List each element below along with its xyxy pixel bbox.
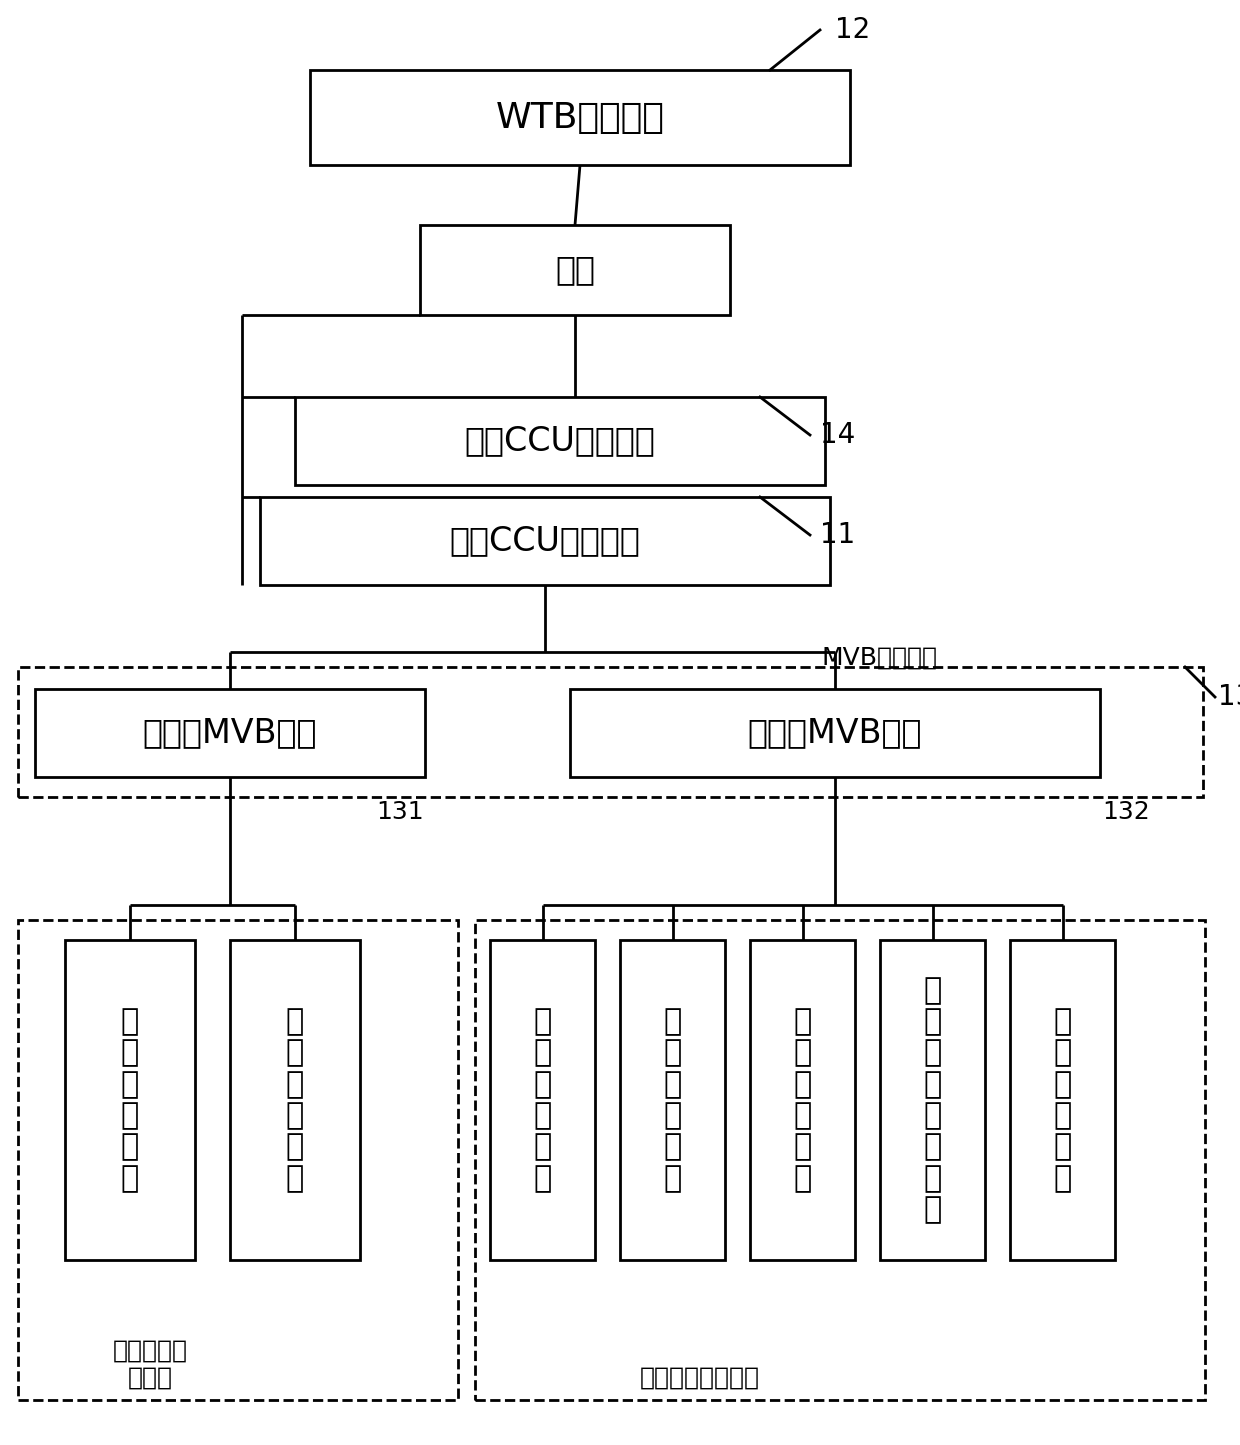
Text: 列
车
自
动
保
护
系
统: 列 车 自 动 保 护 系 统 xyxy=(924,975,941,1224)
Text: 11: 11 xyxy=(820,522,856,549)
Bar xyxy=(420,225,730,315)
Text: 132: 132 xyxy=(1102,801,1149,824)
Bar xyxy=(620,941,725,1260)
Bar xyxy=(570,689,1100,777)
Text: 第一CCU控制单元: 第一CCU控制单元 xyxy=(450,525,640,558)
Bar xyxy=(1011,941,1115,1260)
Text: 第一级MVB总线: 第一级MVB总线 xyxy=(143,717,317,750)
Bar xyxy=(35,689,425,777)
Text: 空
调
控
制
系
统: 空 调 控 制 系 统 xyxy=(663,1007,682,1192)
Bar xyxy=(229,941,360,1260)
Text: 旅
客
信
息
系
统: 旅 客 信 息 系 统 xyxy=(794,1007,812,1192)
Bar xyxy=(260,497,830,585)
Bar xyxy=(490,941,595,1260)
Bar xyxy=(19,920,458,1400)
Text: 列
车
制
动
系
统: 列 车 制 动 系 统 xyxy=(1053,1007,1071,1192)
Text: 14: 14 xyxy=(820,420,856,449)
Bar xyxy=(295,397,825,486)
Bar xyxy=(880,941,985,1260)
Text: 列
车
牵
引
系
统: 列 车 牵 引 系 统 xyxy=(120,1007,139,1192)
Bar xyxy=(310,69,849,165)
Text: 辅
助
供
电
系
统: 辅 助 供 电 系 统 xyxy=(286,1007,304,1192)
Text: 第一类控制
子系统: 第一类控制 子系统 xyxy=(113,1338,187,1390)
Text: 网关: 网关 xyxy=(556,253,595,286)
Text: MVB车辆总线: MVB车辆总线 xyxy=(822,646,937,670)
Text: 12: 12 xyxy=(835,16,870,43)
Text: 第二级MVB总线: 第二级MVB总线 xyxy=(748,717,923,750)
Text: 车
门
控
制
系
统: 车 门 控 制 系 统 xyxy=(533,1007,552,1192)
Bar xyxy=(750,941,856,1260)
Text: 13: 13 xyxy=(1218,683,1240,711)
Text: 131: 131 xyxy=(376,801,424,824)
Bar xyxy=(64,941,195,1260)
Text: 第二CCU控制单元: 第二CCU控制单元 xyxy=(465,425,656,458)
Text: WTB列车总线: WTB列车总线 xyxy=(496,101,665,134)
Bar xyxy=(475,920,1205,1400)
Text: 第二类控制子系统: 第二类控制子系统 xyxy=(640,1366,760,1390)
Bar xyxy=(19,668,1203,798)
